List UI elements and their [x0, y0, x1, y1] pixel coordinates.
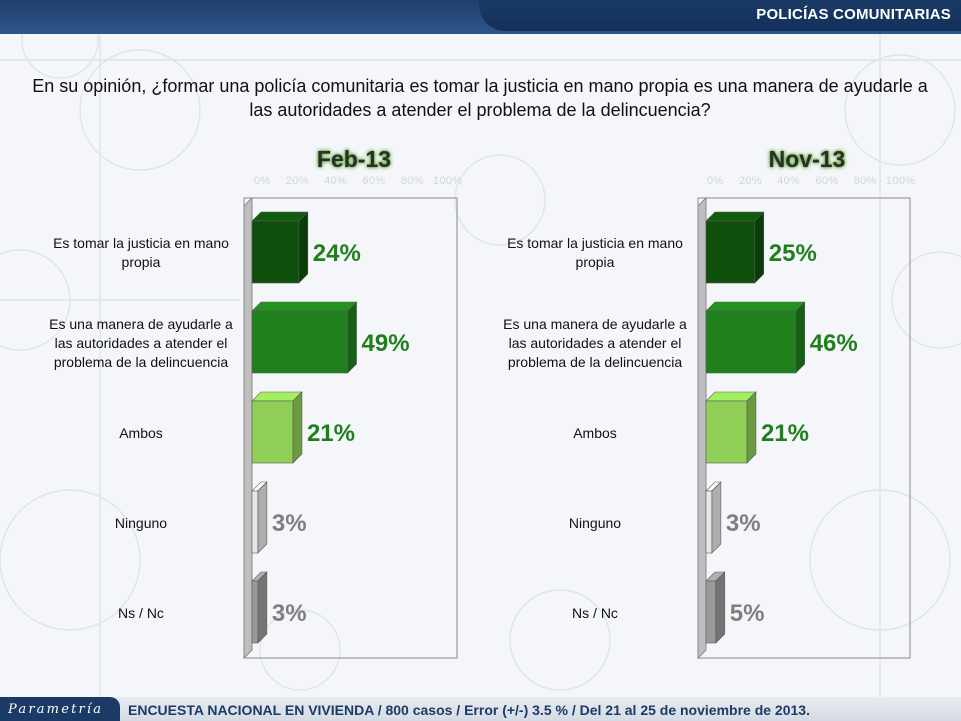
- bar-side-face: [754, 211, 765, 284]
- bar-side-face: [298, 211, 309, 284]
- category-label: Ambos: [41, 424, 241, 443]
- category-label-line: Es una manera de ayudarle a: [503, 315, 687, 332]
- bar: [251, 580, 259, 644]
- survey-question: En su opinión, ¿formar una policía comun…: [32, 76, 928, 120]
- category-label: Es una manera de ayudarle a las autoridad…: [495, 315, 695, 372]
- value-label: 46%: [810, 330, 858, 357]
- category-label-line: Ambos: [119, 424, 163, 441]
- bar: [705, 490, 713, 554]
- footer-logo-box: [0, 697, 120, 721]
- category-label-line: Es tomar la justicia en mano: [53, 235, 229, 251]
- category-label-line: problema de la delincuencia: [53, 353, 229, 370]
- bar: [251, 490, 259, 554]
- category-label: Ns / Nc: [41, 604, 241, 623]
- panel-title-nov13: Nov-13: [768, 146, 846, 172]
- bar-side-face: [795, 301, 806, 374]
- category-label-line: propia: [121, 254, 161, 270]
- bar: [705, 400, 748, 464]
- bar: [705, 310, 796, 374]
- value-label: 25%: [769, 240, 817, 267]
- header-tab: [479, 0, 961, 31]
- bar-side-face: [347, 301, 357, 374]
- bar-top-face: [705, 301, 806, 312]
- category-label: Es tomar la justicia en mano propia: [41, 234, 241, 272]
- panel-title-feb13: Feb-13: [316, 146, 392, 172]
- category-label-line: Ninguno: [568, 514, 622, 531]
- category-label-line: propia: [575, 254, 615, 270]
- tick-labels-nov13: 0% 20% 40% 60% 80% 100%: [707, 175, 916, 187]
- value-label: 3%: [272, 510, 307, 537]
- bar-side-face: [292, 391, 303, 464]
- category-label-line: las autoridades a atender el: [54, 334, 228, 351]
- value-label: 3%: [726, 510, 761, 537]
- survey-note: ENCUESTA NACIONAL EN VIVIENDA / 800 caso…: [128, 702, 810, 718]
- bar-top-face: [251, 211, 309, 222]
- bar: [251, 310, 348, 374]
- axis-wall: [697, 196, 707, 660]
- value-label: 49%: [362, 330, 410, 357]
- value-label: 21%: [307, 420, 355, 447]
- category-label: Ninguno: [41, 514, 241, 533]
- value-label: 21%: [761, 420, 809, 447]
- category-label-line: Es tomar la justicia en mano: [507, 235, 683, 251]
- value-label: 3%: [272, 600, 307, 627]
- category-label: Ns / Nc: [495, 604, 695, 623]
- category-label: Ambos: [495, 424, 695, 443]
- category-label-line: Ns / Nc: [572, 604, 618, 621]
- category-label: Es una manera de ayudarle a las autoridad…: [41, 315, 241, 372]
- bar: [705, 580, 717, 644]
- value-label: 5%: [730, 600, 765, 627]
- bar-side-face: [257, 481, 268, 554]
- section-title: POLICÍAS COMUNITARIAS: [756, 6, 951, 23]
- value-label: 24%: [313, 240, 361, 267]
- bar-side-face: [746, 391, 757, 464]
- category-label-line: Es una manera de ayudarle a: [49, 315, 233, 332]
- footer-band: [0, 697, 961, 721]
- bar-side-face: [257, 571, 268, 644]
- category-label-line: Ambos: [573, 424, 617, 441]
- bar: [251, 400, 294, 464]
- bar: [705, 220, 756, 284]
- category-label: Es tomar la justicia en mano propia: [495, 234, 695, 272]
- bar-top-face: [251, 301, 358, 312]
- category-label-line: las autoridades a atender el: [508, 334, 682, 351]
- category-label-line: problema de la delincuencia: [507, 353, 683, 370]
- category-label: Ninguno: [495, 514, 695, 533]
- brand-logo: Parametría: [8, 702, 104, 717]
- bar-side-face: [711, 481, 722, 554]
- tick-labels-feb13: 0% 20% 40% 60% 80% 100%: [254, 175, 463, 187]
- bar-top-face: [705, 211, 765, 222]
- bar-side-face: [715, 571, 726, 644]
- category-label-line: Ns / Nc: [118, 604, 164, 621]
- bar: [251, 220, 300, 284]
- category-label-line: Ninguno: [114, 514, 168, 531]
- axis-wall: [243, 196, 253, 660]
